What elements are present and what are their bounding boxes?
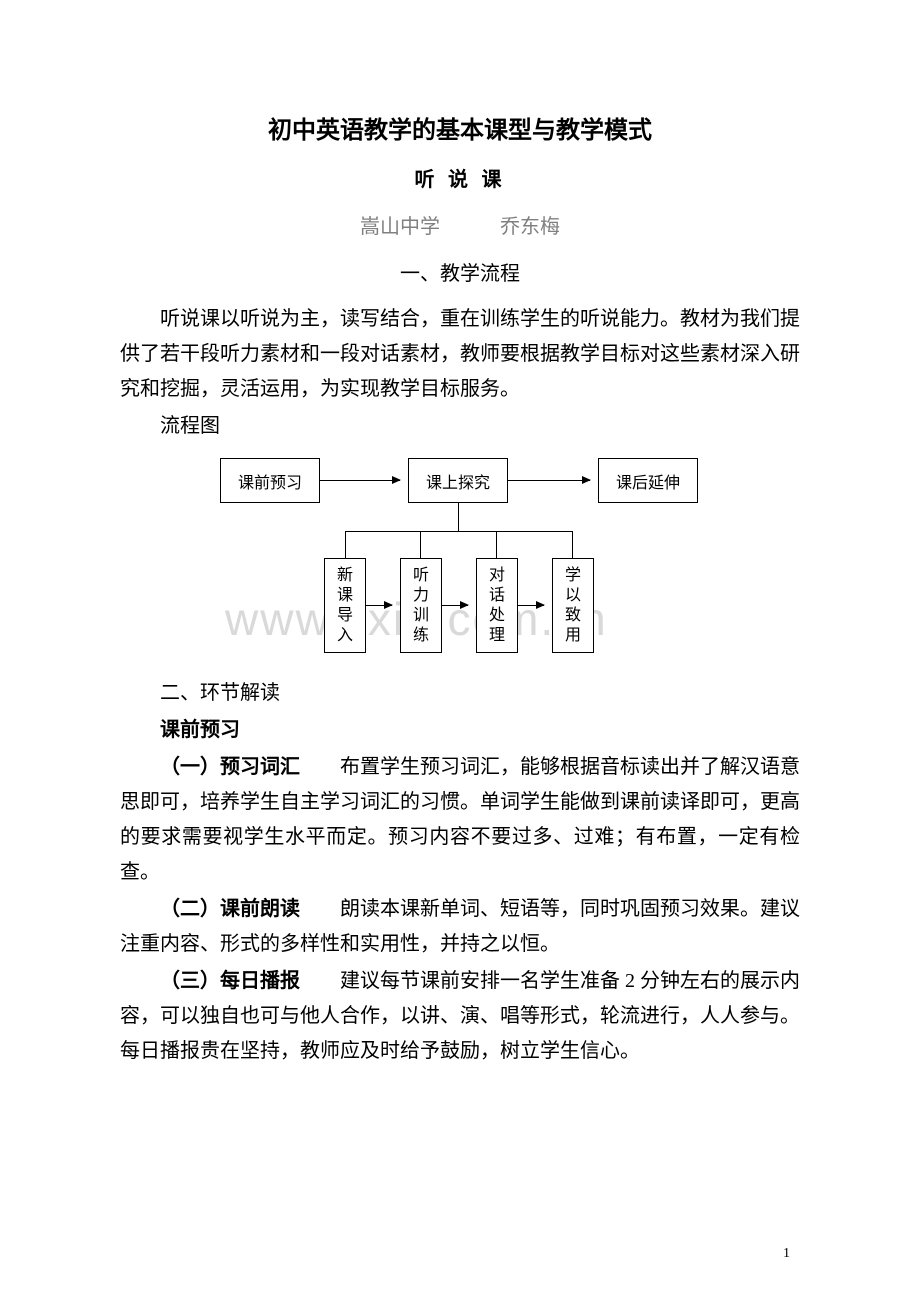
flow-sub-label: 听力训练 [413, 566, 429, 646]
subhead-preview: 课前预习 [120, 713, 800, 748]
connector-line [458, 503, 459, 531]
arrow-icon [518, 605, 544, 606]
flow-sub-intro: 新课导入 [324, 558, 366, 653]
connector-line [345, 531, 346, 558]
section-heading-2: 二、环节解读 [120, 676, 800, 711]
intro-paragraph: 听说课以听说为主，读写结合，重在训练学生的听说能力。教材为我们提供了若干段听力素… [120, 302, 800, 407]
connector-line [345, 531, 573, 532]
arrow-icon [442, 605, 468, 606]
paragraph-3: （三）每日播报 建议每节课前安排一名学生准备 2 分钟左右的展示内容，可以独自也… [120, 964, 800, 1069]
arrow-icon [366, 605, 392, 606]
flow-sub-label: 学以致用 [565, 566, 581, 646]
bold-label: （一）预习词汇 [160, 756, 300, 778]
paragraph-1: （一）预习词汇 布置学生预习词汇，能够根据音标读出并了解汉语意思即可，培养学生自… [120, 750, 800, 890]
paragraph-2: （二）课前朗读 朗读本课新单词、短语等，同时巩固预习效果。建议注重内容、形式的多… [120, 892, 800, 962]
flow-sub-listen: 听力训练 [400, 558, 442, 653]
author-line: 嵩山中学 乔东梅 [120, 210, 800, 239]
bold-label: （二）课前朗读 [160, 898, 300, 920]
connector-line [572, 531, 573, 558]
flow-box-preview: 课前预习 [220, 458, 320, 503]
flow-sub-apply: 学以致用 [552, 558, 594, 653]
flow-sub-label: 新课导入 [337, 566, 353, 646]
arrow-icon [320, 480, 400, 481]
flow-sub-dialog: 对话处理 [476, 558, 518, 653]
section-heading-1: 一、教学流程 [120, 257, 800, 286]
page-subtitle: 听 说 课 [120, 163, 800, 192]
bold-label: 课前预习 [160, 719, 240, 741]
flowchart-label: 流程图 [120, 409, 800, 444]
bold-label: （三）每日播报 [160, 970, 300, 992]
arrow-icon [508, 480, 590, 481]
page-number: 1 [783, 1246, 790, 1262]
flow-sub-label: 对话处理 [489, 566, 505, 646]
flow-box-extend: 课后延伸 [598, 458, 698, 503]
flow-box-inclass: 课上探究 [408, 458, 508, 503]
flowchart: 课前预习 课上探究 课后延伸 新课导入 听力训练 对话处理 学以致用 [220, 458, 700, 658]
page-title: 初中英语教学的基本课型与教学模式 [120, 110, 800, 145]
connector-line [496, 531, 497, 558]
connector-line [420, 531, 421, 558]
